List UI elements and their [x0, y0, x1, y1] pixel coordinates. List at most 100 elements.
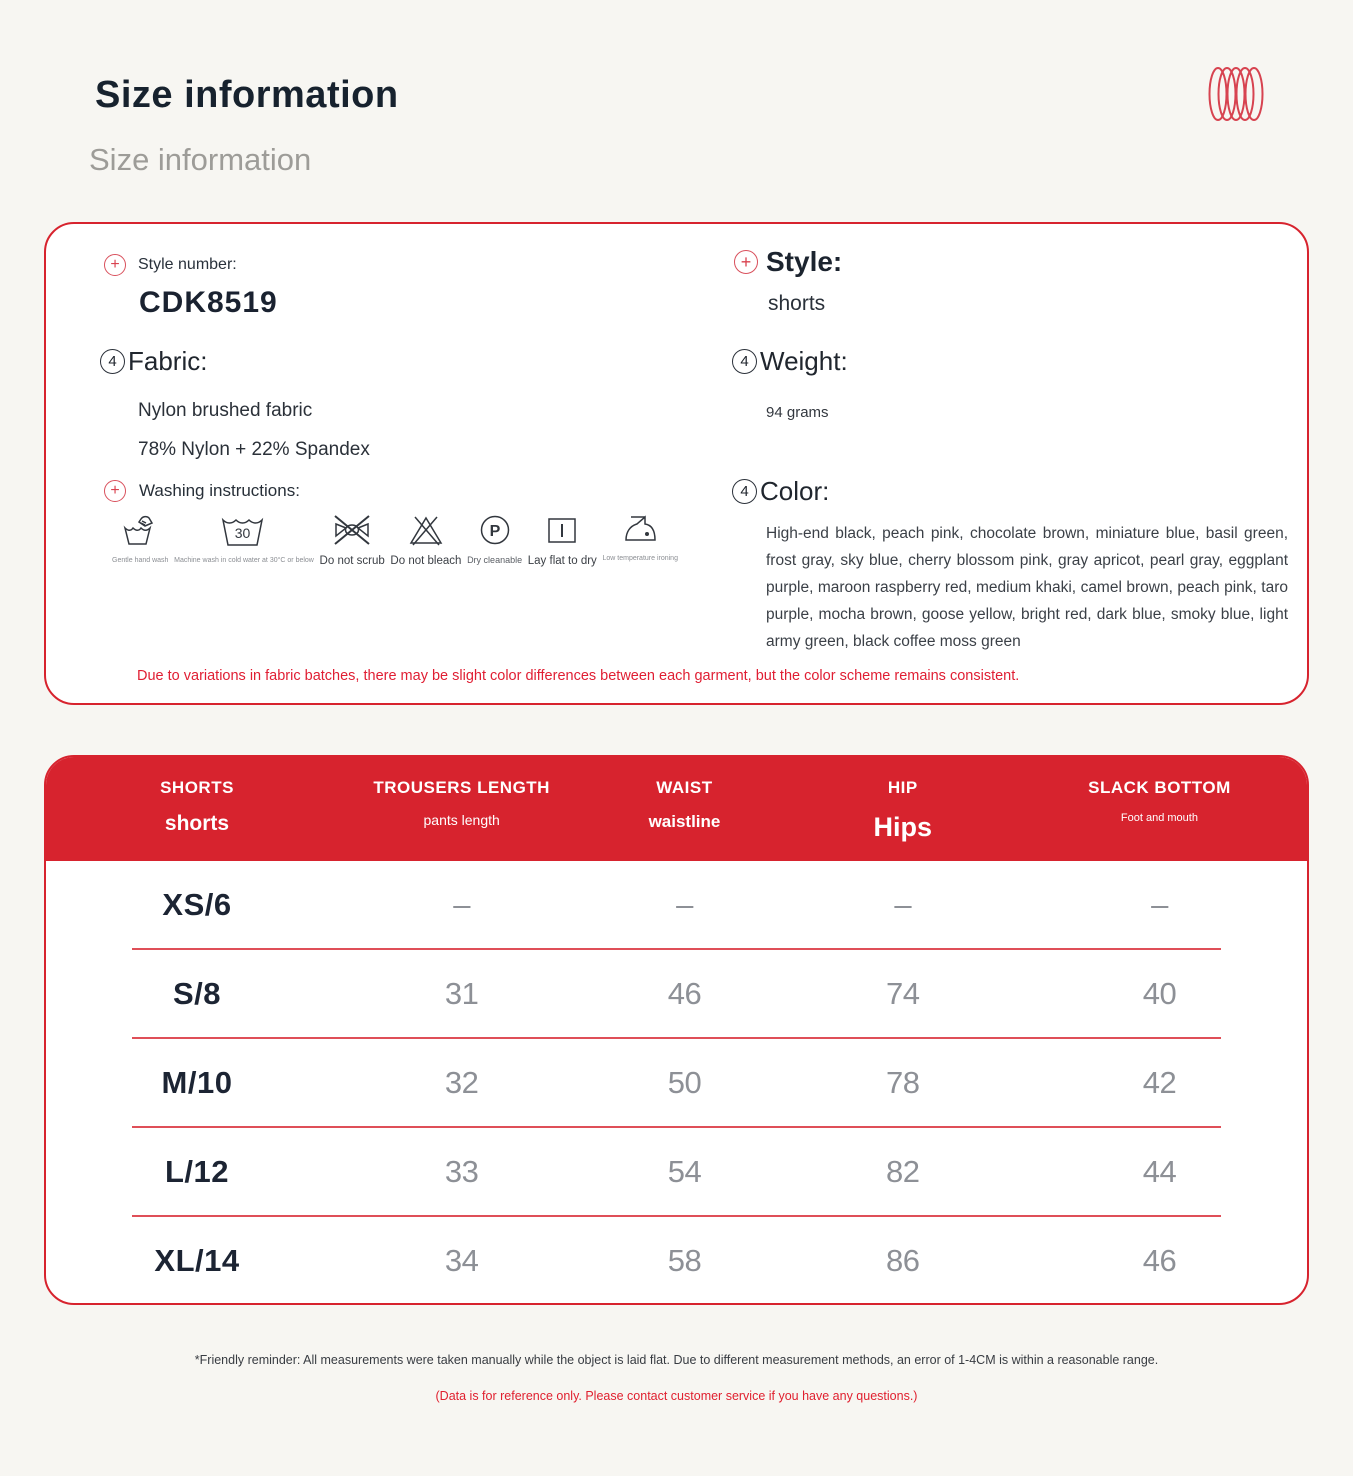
wash-item-do-not-bleach: Do not bleach	[390, 514, 461, 567]
fabric-name: Nylon brushed fabric	[138, 400, 313, 421]
do-not-wring-icon	[334, 515, 370, 545]
machine-wash-30-icon: 30	[221, 517, 264, 546]
table-row-s8: S/8 31 46 74 40	[46, 950, 1307, 1037]
trousers-length-value: 34	[444, 1242, 479, 1278]
slack-bottom-value: –	[1151, 886, 1168, 922]
wash-caption: Lay flat to dry	[527, 555, 597, 567]
wash-caption: Low temperature ironing	[602, 555, 678, 562]
column-header-hip: HIP Hips	[794, 778, 1012, 861]
page-title: Size information	[95, 74, 399, 116]
hip-value: 86	[886, 1242, 920, 1278]
size-label: M/10	[161, 1064, 233, 1100]
color-list: High-end black, peach pink, chocolate br…	[766, 525, 1288, 650]
table-row-l12: L/12 33 54 82 44	[46, 1128, 1307, 1215]
column-subtitle: waistline	[648, 812, 721, 831]
plus-circle-icon: +	[734, 250, 758, 274]
wash-caption: Machine wash in cold water at 30°C or be…	[174, 557, 314, 564]
column-title: HIP	[887, 778, 918, 797]
style-label: Style:	[766, 246, 843, 277]
weight-value: 94 grams	[766, 404, 829, 421]
fabric-batch-disclaimer: Due to variations in fabric batches, the…	[137, 668, 1020, 684]
row-divider	[132, 1126, 1221, 1128]
washing-icons-strip: Gentle hand wash 30 Machine wash in cold…	[112, 514, 678, 567]
wash-caption: Do not bleach	[390, 555, 462, 567]
hip-value: 78	[886, 1064, 920, 1100]
wash-item-hand-wash: Gentle hand wash	[112, 514, 168, 564]
wash-caption: Gentle hand wash	[112, 557, 169, 564]
color-row: 4 Color:	[732, 476, 829, 507]
size-label: L/12	[165, 1153, 230, 1189]
style-value: shorts	[768, 292, 826, 315]
slack-bottom-value: 42	[1142, 1064, 1177, 1100]
wash-item-dry-clean: P Dry cleanable	[467, 514, 522, 565]
trousers-length-value: 32	[444, 1064, 479, 1100]
column-subtitle: pants length	[423, 812, 500, 828]
waist-value: 46	[667, 975, 702, 1011]
plus-circle-icon: +	[104, 480, 126, 502]
wash-item-do-not-wring: Do not scrub	[320, 514, 385, 567]
wash-caption: Do not scrub	[319, 555, 385, 567]
row-divider	[132, 948, 1221, 950]
column-title: WAIST	[656, 778, 713, 797]
column-header-shorts: SHORTS shorts	[46, 778, 348, 861]
slack-bottom-value: 40	[1142, 975, 1177, 1011]
washing-instructions-row: + Washing instructions:	[104, 480, 300, 502]
do-not-bleach-icon	[409, 516, 443, 546]
wash-item-low-temp-iron: Low temperature ironing	[602, 514, 678, 562]
circled-four-icon: 4	[732, 349, 757, 374]
style-number-label: Style number:	[138, 256, 237, 273]
waist-value: 54	[667, 1153, 702, 1189]
color-label: Color:	[760, 476, 830, 506]
row-divider	[132, 1037, 1221, 1039]
dry-clean-letter: P	[489, 523, 500, 540]
waist-value: 58	[667, 1242, 702, 1278]
size-label: XS/6	[162, 886, 232, 922]
slack-bottom-value: 46	[1142, 1242, 1177, 1278]
circled-four-icon: 4	[732, 479, 757, 504]
fabric-label: Fabric:	[128, 346, 208, 376]
hip-value: 82	[886, 1153, 920, 1189]
column-header-trousers-length: TROUSERS LENGTH pants length	[348, 778, 575, 861]
hip-value: –	[894, 886, 912, 922]
size-table-header: SHORTS shorts TROUSERS LENGTH pants leng…	[46, 757, 1307, 861]
waist-value: 50	[667, 1064, 702, 1100]
slack-bottom-value: 44	[1142, 1153, 1177, 1189]
weight-label: Weight:	[760, 346, 848, 376]
trousers-length-value: 33	[444, 1153, 479, 1189]
column-subtitle: Foot and mouth	[1120, 812, 1198, 824]
reference-only-note: (Data is for reference only. Please cont…	[435, 1389, 918, 1403]
style-number-row: + Style number:	[104, 254, 237, 276]
coil-logo-icon	[1208, 67, 1264, 121]
wash-temp-text: 30	[235, 525, 251, 541]
column-header-waist: WAIST waistline	[575, 778, 793, 861]
low-temp-iron-icon	[625, 515, 656, 541]
plus-circle-icon: +	[104, 254, 126, 276]
style-number-value: CDK8519	[139, 286, 278, 319]
column-subtitle: Hips	[873, 812, 933, 842]
column-subtitle: shorts	[164, 812, 230, 835]
trousers-length-value: –	[453, 886, 471, 922]
column-title: TROUSERS LENGTH	[373, 778, 550, 797]
page-subtitle: Size information	[89, 142, 312, 177]
waist-value: –	[676, 886, 693, 922]
column-title: SHORTS	[160, 778, 234, 797]
product-info-card: + Style number: CDK8519 4 Fabric: Nylon …	[44, 222, 1309, 705]
table-row-xs6: XS/6 – – – –	[46, 861, 1307, 948]
style-row: + Style:	[734, 246, 842, 278]
wash-item-lay-flat-dry: Lay flat to dry	[528, 514, 597, 567]
weight-row: 4 Weight:	[732, 346, 848, 377]
size-label: S/8	[173, 975, 222, 1011]
table-row-xl14: XL/14 34 58 86 46	[46, 1217, 1307, 1303]
row-divider	[132, 1215, 1221, 1217]
size-label: XL/14	[154, 1242, 240, 1278]
dry-clean-icon: P	[480, 515, 509, 545]
hand-wash-icon	[123, 515, 154, 545]
wash-item-machine-wash-30: 30 Machine wash in cold water at 30°C or…	[174, 514, 314, 564]
circled-four-icon: 4	[100, 349, 125, 374]
table-row-m10: M/10 32 50 78 42	[46, 1039, 1307, 1126]
column-title: SLACK BOTTOM	[1088, 778, 1231, 797]
wash-caption: Dry cleanable	[467, 555, 523, 565]
fabric-row: 4 Fabric:	[100, 346, 207, 377]
column-header-slack-bottom: SLACK BOTTOM Foot and mouth	[1012, 778, 1307, 861]
size-table-card: SHORTS shorts TROUSERS LENGTH pants leng…	[44, 755, 1309, 1305]
